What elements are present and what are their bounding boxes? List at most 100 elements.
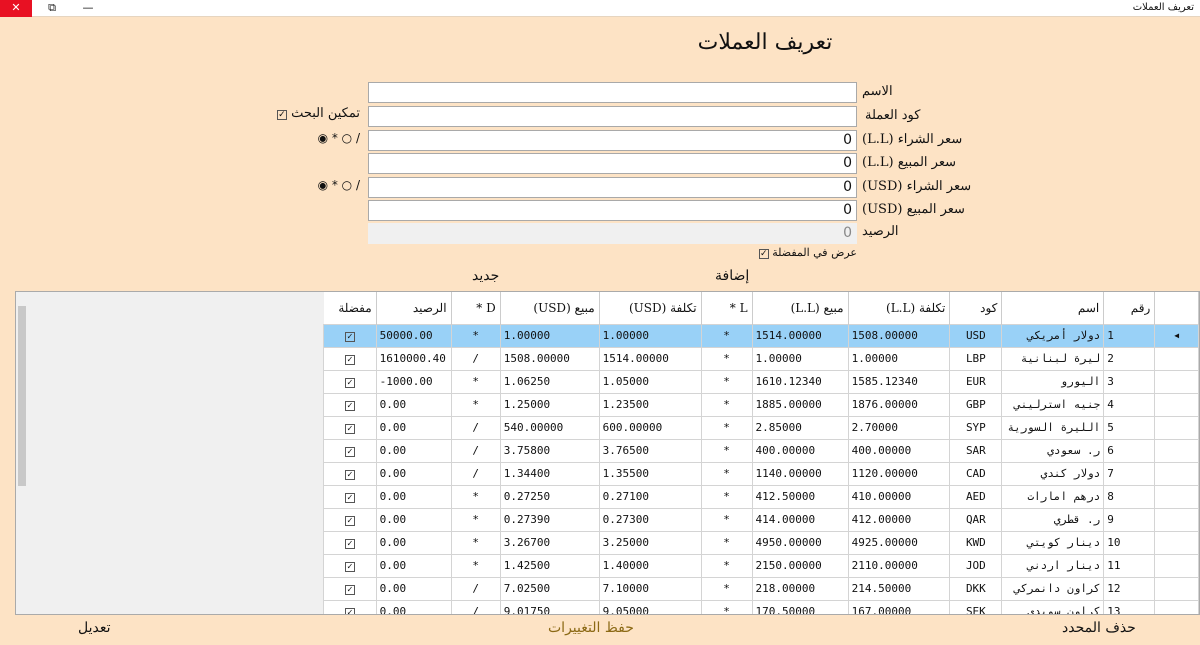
table-cell: * <box>700 461 753 486</box>
column-header[interactable]: رقم <box>1103 292 1156 324</box>
sell-ll-input[interactable]: 0 <box>368 153 857 174</box>
favorite-checkbox[interactable]: ✓ <box>323 438 377 463</box>
table-cell: 1.35500 <box>598 461 702 486</box>
row-indicator[interactable] <box>1154 438 1199 463</box>
checkbox-icon: ✓ <box>344 585 355 595</box>
scrollbar-thumb[interactable] <box>18 306 26 486</box>
column-header[interactable]: L * <box>701 292 753 324</box>
table-row[interactable]: 8 درهم امارات AED 410.00000 412.50000 * 0.2710… <box>323 484 1199 509</box>
buy-ll-input[interactable]: 0 <box>368 130 857 151</box>
column-header[interactable]: تكلفة (L.L) <box>848 292 951 324</box>
favorite-checkbox[interactable]: ✓ <box>323 346 377 371</box>
row-indicator[interactable]: ◀ <box>1154 323 1199 348</box>
checkbox-icon: ✓ <box>758 249 769 259</box>
table-cell: 7.10000 <box>598 576 702 601</box>
buy-usd-radio-group[interactable]: ◉ * ○ / <box>317 178 360 192</box>
favorite-checkbox[interactable]: ✓ <box>323 323 377 348</box>
table-cell: 3.75800 <box>499 438 600 463</box>
close-icon[interactable]: ✕ <box>0 0 32 17</box>
table-row[interactable]: 5 الليرة السورية SYP 2.70000 2.85000 * 600.000… <box>323 415 1199 440</box>
column-header[interactable]: مبيع (L.L) <box>752 292 849 324</box>
favorite-checkbox[interactable]: ✓ <box>323 415 377 440</box>
restore-icon[interactable]: ⧉ <box>48 1 56 14</box>
table-row[interactable]: 4 جنيه استرليني GBP 1876.00000 1885.00000 * 1.… <box>323 392 1199 417</box>
table-cell: 1.40000 <box>598 553 702 578</box>
column-header[interactable]: تكلفة (USD) <box>599 292 702 324</box>
row-indicator[interactable] <box>1154 415 1199 440</box>
table-cell: دولار أمريكي <box>1001 323 1105 348</box>
favorite-checkbox[interactable]: ✓ <box>323 553 377 578</box>
minimize-icon[interactable]: — <box>82 1 94 14</box>
vertical-scrollbar[interactable] <box>16 292 28 614</box>
table-cell: 2150.00000 <box>751 553 849 578</box>
table-row[interactable]: 13 كراون سويدي SEK 167.00000 170.50000 * 9.050… <box>323 599 1199 614</box>
table-row[interactable]: 10 دينار كويتي KWD 4925.00000 4950.00000 * 3.2… <box>323 530 1199 555</box>
show-favorite-checkbox[interactable]: عرض في المفضلة ✓ <box>758 246 857 259</box>
checkbox-icon: ✓ <box>344 401 355 411</box>
favorite-checkbox[interactable]: ✓ <box>323 392 377 417</box>
table-row[interactable]: 7 دولار كندي CAD 1120.00000 1140.00000 * 1.355… <box>323 461 1199 486</box>
table-cell: 1.00000 <box>847 346 951 371</box>
code-input[interactable] <box>368 106 857 127</box>
row-indicator[interactable] <box>1154 346 1199 371</box>
column-header[interactable]: D * <box>451 292 501 324</box>
favorite-checkbox[interactable]: ✓ <box>323 599 377 614</box>
currency-grid[interactable]: رقم اسم كود تكلفة (L.L) مبيع (L.L) L * تكلفة (… <box>15 291 1200 615</box>
favorite-checkbox[interactable]: ✓ <box>323 530 377 555</box>
column-header[interactable]: مبيع (USD) <box>500 292 600 324</box>
row-indicator[interactable] <box>1154 530 1199 555</box>
column-header[interactable]: اسم <box>1001 292 1105 324</box>
row-indicator[interactable] <box>1154 507 1199 532</box>
table-cell: 1885.00000 <box>751 392 849 417</box>
name-input[interactable] <box>368 82 857 103</box>
column-header[interactable]: مفضلة <box>323 292 377 324</box>
table-row[interactable]: 2 ليرة لبنانية LBP 1.00000 1.00000 * 1514.0000… <box>323 346 1199 371</box>
column-header[interactable]: كود <box>949 292 1003 324</box>
sell-usd-input[interactable]: 0 <box>368 200 857 221</box>
table-row[interactable]: 9 ر. قطري QAR 412.00000 414.00000 * 0.27300 0.2… <box>323 507 1199 532</box>
table-row[interactable]: 3 اليورو EUR 1585.12340 1610.12340 * 1.05000 1.… <box>323 369 1199 394</box>
table-cell: 0.00 <box>375 553 452 578</box>
delete-selected-button[interactable]: حذف المحدد <box>1062 620 1136 636</box>
checkbox-icon: ✓ <box>344 447 355 457</box>
favorite-checkbox[interactable]: ✓ <box>323 576 377 601</box>
new-button[interactable]: جديد <box>472 268 500 284</box>
table-cell: 1.23500 <box>598 392 702 417</box>
row-indicator[interactable] <box>1154 553 1199 578</box>
table-cell: 1.00000 <box>499 323 600 348</box>
favorite-checkbox[interactable]: ✓ <box>323 369 377 394</box>
row-indicator[interactable] <box>1154 484 1199 509</box>
table-cell: 0.00 <box>375 438 452 463</box>
table-cell: 412.50000 <box>751 484 849 509</box>
row-indicator[interactable] <box>1154 599 1199 614</box>
column-header[interactable]: الرصيد <box>376 292 452 324</box>
table-cell: SAR <box>949 438 1003 463</box>
buy-ll-label: سعر الشراء (L.L) <box>862 132 963 147</box>
favorite-checkbox[interactable]: ✓ <box>323 507 377 532</box>
row-indicator[interactable] <box>1154 461 1199 486</box>
add-button[interactable]: إضافة <box>715 268 750 284</box>
table-cell: دولار كندي <box>1001 461 1105 486</box>
edit-button[interactable]: تعديل <box>78 620 111 636</box>
save-changes-button[interactable]: حفظ التغييرات <box>548 620 634 636</box>
table-row[interactable]: 12 كراون دانمركي DKK 214.50000 218.00000 * 7.1… <box>323 576 1199 601</box>
table-cell: * <box>700 438 753 463</box>
table-cell: * <box>700 484 753 509</box>
enable-search-checkbox[interactable]: تمكين البحث ✓ <box>276 106 360 121</box>
table-cell: USD <box>949 323 1003 348</box>
table-cell: 1.25000 <box>499 392 600 417</box>
buy-usd-input[interactable]: 0 <box>368 177 857 198</box>
favorite-checkbox[interactable]: ✓ <box>323 484 377 509</box>
favorite-checkbox[interactable]: ✓ <box>323 461 377 486</box>
buy-ll-radio-group[interactable]: ◉ * ○ / <box>317 131 360 145</box>
table-cell: 3.26700 <box>499 530 600 555</box>
table-cell: 9.05000 <box>598 599 702 614</box>
row-indicator[interactable] <box>1154 392 1199 417</box>
table-row[interactable]: 11 دينار اردني JOD 2110.00000 2150.00000 * 1.4… <box>323 553 1199 578</box>
checkbox-icon: ✓ <box>344 516 355 526</box>
row-indicator[interactable] <box>1154 576 1199 601</box>
table-row[interactable]: 6 ر. سعودي SAR 400.00000 400.00000 * 3.76500 3.… <box>323 438 1199 463</box>
row-indicator[interactable] <box>1154 369 1199 394</box>
table-row[interactable]: ◀ 1 دولار أمريكي USD 1508.00000 1514.00000 * 1.… <box>323 323 1199 348</box>
table-cell: 0.00 <box>375 415 452 440</box>
